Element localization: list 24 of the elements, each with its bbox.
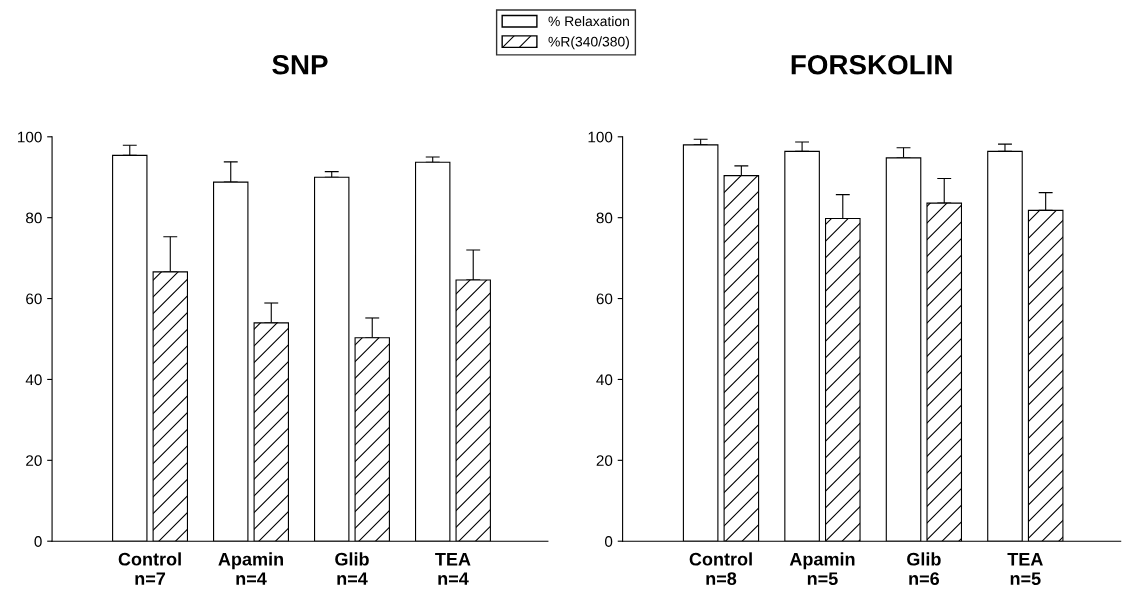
x-tick-label: Control n=8 xyxy=(689,552,752,586)
y-tick-label: 100 xyxy=(18,131,42,143)
x-tick-label: Apamin n=4 xyxy=(218,552,283,585)
y-tick-label: 20 xyxy=(26,455,42,467)
y-tick-label: 40 xyxy=(596,374,613,386)
y-tick-label: 80 xyxy=(596,212,613,224)
legend-label: % Relaxation xyxy=(548,15,629,27)
y-tick-label: 60 xyxy=(596,293,613,305)
x-tick-label: Glib n=4 xyxy=(335,552,369,585)
y-tick-label: 0 xyxy=(604,536,613,547)
x-tick-label: Control n=7 xyxy=(118,552,181,585)
y-tick-label: 40 xyxy=(25,374,42,386)
y-tick-label: 60 xyxy=(26,293,42,305)
x-tick-label: TEA n=5 xyxy=(1007,552,1043,586)
chart-title: SNP xyxy=(272,54,328,75)
y-tick-label: 80 xyxy=(26,212,42,224)
x-tick-label: Apamin n=5 xyxy=(789,552,855,586)
y-tick-label: 0 xyxy=(34,536,42,547)
x-tick-label: TEA n=4 xyxy=(435,552,471,585)
chart-title: FORSKOLIN xyxy=(791,54,952,75)
y-tick-label: 100 xyxy=(588,131,613,143)
y-tick-label: 20 xyxy=(596,455,613,467)
x-tick-label: Glib n=6 xyxy=(907,552,941,586)
legend-label: %R(340/380) xyxy=(548,36,629,50)
